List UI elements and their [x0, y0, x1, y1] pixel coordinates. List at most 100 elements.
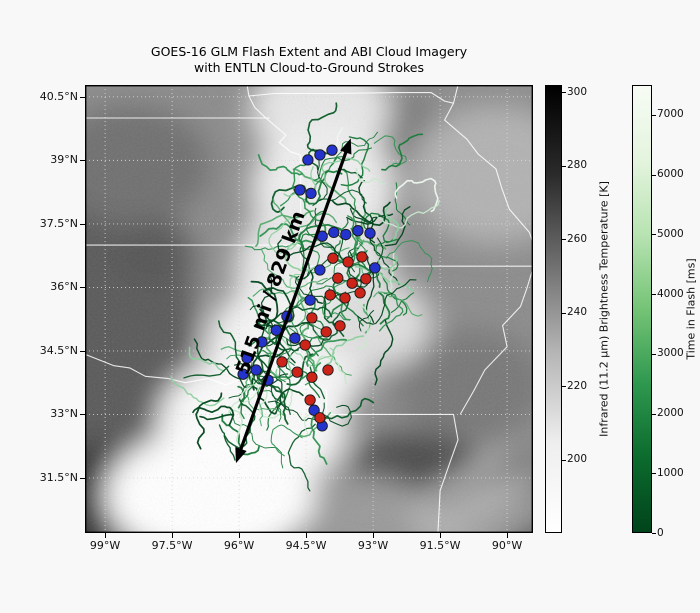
glm-flash-trace [394, 177, 439, 213]
glm-flash-trace [373, 135, 407, 165]
colorbar-tick-label: 280 [567, 159, 588, 172]
state-border [444, 85, 533, 244]
glm-flash-trace [308, 316, 326, 357]
glm-flash-trace [321, 275, 351, 321]
negative-cg-stroke-marker [270, 324, 282, 336]
positive-cg-stroke-marker [306, 312, 318, 324]
negative-cg-stroke-marker [289, 332, 301, 344]
y-axis-tick-mark [80, 414, 85, 416]
positive-cg-stroke-marker [314, 412, 326, 424]
abi-cloud-imagery [85, 85, 533, 533]
x-axis-tick-label: 93°W [357, 539, 389, 552]
glm-flash-trace [385, 240, 433, 283]
x-axis-tick-mark [239, 533, 241, 538]
x-axis-tick-label: 94.5°W [285, 539, 327, 552]
distance-arrow-head [235, 446, 247, 464]
state-border [246, 85, 301, 156]
cg-stroke-markers [237, 144, 381, 432]
colorbar-tick-mark [652, 353, 656, 355]
positive-cg-stroke-marker [306, 371, 318, 383]
y-axis-tick-mark [80, 350, 85, 352]
colorbar-tick-mark [562, 92, 566, 94]
negative-cg-stroke-marker [369, 262, 381, 274]
y-axis-tick-mark [80, 223, 85, 225]
positive-cg-stroke-marker [339, 292, 351, 304]
colorbar-tick-label: 260 [567, 232, 588, 245]
colorbar-tick-label: 3000 [657, 347, 684, 360]
positive-cg-stroke-marker [334, 320, 346, 332]
colorbar-tick-mark [562, 312, 566, 314]
colorbar-tick-label: 1000 [657, 466, 684, 479]
x-axis-tick-label: 91.5°W [419, 539, 461, 552]
colorbar-time-in-flash [632, 85, 652, 533]
colorbar-tick-label: 220 [567, 379, 588, 392]
glm-flash-trace [381, 133, 424, 171]
glm-flash-trace [384, 206, 400, 245]
glm-flash-trace [305, 210, 326, 238]
glm-flash-trace [304, 247, 350, 274]
colorbar-time-label: Time in Flash [ms] [684, 258, 698, 360]
colorbar-tick-label: 2000 [657, 407, 684, 420]
glm-flash-trace [257, 154, 303, 176]
state-border [308, 386, 459, 533]
glm-flash-trace [192, 405, 235, 426]
glm-flash-trace [306, 102, 338, 155]
glm-flash-trace [326, 335, 365, 366]
glm-flash-trace [359, 251, 375, 323]
colorbar-tick-mark [652, 413, 656, 415]
x-axis-tick-mark [373, 533, 375, 538]
glm-flash-trace [170, 375, 225, 407]
positive-cg-stroke-marker [299, 339, 311, 351]
colorbar-tick-label: 200 [567, 453, 588, 466]
x-axis-tick-label: 99°W [89, 539, 121, 552]
glm-flash-trace [221, 413, 260, 456]
negative-cg-stroke-marker [328, 226, 340, 239]
glm-flash-trace [259, 308, 296, 364]
state-border [248, 92, 454, 104]
colorbar-tick-mark [652, 533, 656, 534]
colorbar-tick-mark [652, 473, 656, 475]
glm-flash-trace [358, 310, 375, 332]
x-axis-tick-label: 97.5°W [151, 539, 193, 552]
distance-arrow-head [340, 138, 352, 155]
chart-title-line2: with ENTLN Cloud-to-Ground Strokes [194, 60, 424, 76]
colorbar-tick-mark [652, 114, 656, 116]
glm-flash-trace [377, 255, 398, 271]
negative-cg-stroke-marker [364, 227, 376, 239]
positive-cg-stroke-marker [324, 289, 336, 301]
x-axis-tick-mark [507, 533, 509, 538]
glm-flash-trace [253, 354, 289, 425]
glm-flash-trace [193, 338, 251, 389]
glm-flash-trace [384, 206, 411, 247]
y-axis-tick-label: 40.5°N [39, 89, 78, 103]
glm-flash-trace [275, 354, 292, 382]
colorbar-tick-label: 6000 [657, 168, 684, 181]
glm-flash-trace [250, 280, 279, 328]
positive-cg-stroke-marker [322, 364, 334, 376]
glm-flash-trace [248, 363, 276, 415]
y-axis-tick-label: 33°N [50, 407, 78, 421]
chart-title: GOES-16 GLM Flash Extent and ABI Cloud I… [85, 44, 533, 77]
x-axis-tick-mark [105, 533, 107, 538]
glm-flash-trace [377, 291, 391, 325]
glm-flash-trace [278, 329, 292, 383]
x-axis-tick-mark [172, 533, 174, 538]
y-axis-tick-label: 37.5°N [39, 216, 78, 230]
glm-flash-trace [378, 291, 404, 332]
positive-cg-stroke-marker [320, 326, 332, 338]
colorbar-tick-label: 7000 [657, 108, 684, 121]
glm-flash-trace [244, 231, 302, 251]
glm-flash-trace [218, 424, 236, 461]
y-axis-tick-mark [80, 96, 85, 98]
glm-flash-trace [299, 322, 322, 335]
glm-flash-trace [331, 199, 391, 227]
colorbar-tick-mark [652, 294, 656, 296]
positive-cg-stroke-marker [291, 366, 303, 378]
glm-flash-trace [318, 397, 375, 420]
glm-flash-trace [268, 217, 300, 254]
negative-cg-stroke-marker [256, 336, 268, 348]
glm-flash-trace [329, 131, 378, 168]
glm-flash-trace [277, 239, 346, 263]
glm-flash-trace [312, 189, 367, 207]
glm-flash-trace [183, 365, 230, 379]
